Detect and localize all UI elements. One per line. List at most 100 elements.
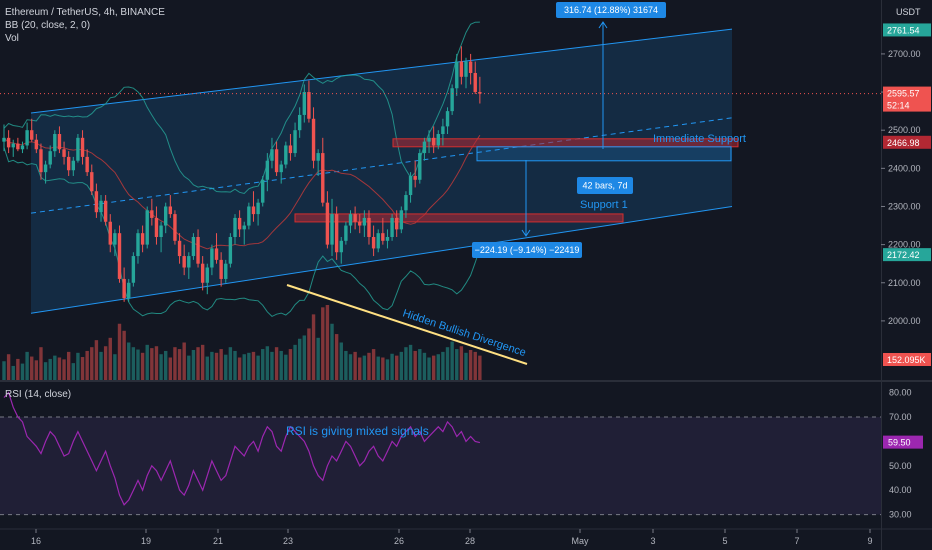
candle-body	[210, 248, 213, 267]
rsi-tick-label: 30.00	[889, 510, 912, 520]
candle-body	[25, 130, 28, 145]
immediate-support-label: Immediate Support	[653, 133, 746, 145]
volume-bar	[2, 361, 5, 380]
candle-body	[81, 138, 84, 157]
candle-body	[49, 151, 52, 164]
price-tick-label: 2100.00	[888, 278, 921, 288]
candle-body	[275, 149, 278, 172]
candle-body	[432, 138, 435, 146]
bb-title: BB (20, close, 2, 0)	[5, 20, 90, 31]
volume-bar	[12, 366, 15, 380]
volume-bar	[164, 351, 167, 380]
volume-bar	[289, 349, 292, 380]
volume-bar	[252, 352, 255, 380]
candle-body	[316, 153, 319, 161]
candle-body	[219, 260, 222, 279]
time-tick-label: 16	[31, 536, 41, 546]
candle-body	[39, 149, 42, 172]
volume-bar	[353, 352, 356, 380]
candle-body	[344, 226, 347, 241]
volume-bar	[363, 356, 366, 380]
volume-bar	[169, 358, 172, 381]
candle-body	[155, 218, 158, 237]
candle-body	[303, 92, 306, 115]
candle-body	[469, 62, 472, 73]
candle-body	[474, 73, 477, 92]
candle-body	[330, 214, 333, 245]
candle-body	[464, 62, 467, 77]
time-tick-label: 23	[283, 536, 293, 546]
price-tag-text: 2466.98	[887, 138, 920, 148]
volume-bar	[437, 354, 440, 380]
time-tick-label: 5	[722, 536, 727, 546]
volume-bar	[99, 352, 102, 380]
volume-bar	[298, 339, 301, 380]
candle-body	[44, 165, 47, 173]
candle-body	[418, 153, 421, 180]
candle-body	[256, 203, 259, 214]
volume-bar	[293, 345, 296, 380]
candle-body	[196, 237, 199, 264]
volume-bar	[460, 346, 463, 380]
volume-bar	[349, 354, 352, 380]
volume-bar	[344, 351, 347, 380]
candle-body	[72, 161, 75, 171]
candle-body	[132, 256, 135, 283]
volume-bar	[340, 343, 343, 381]
candle-body	[12, 144, 15, 148]
candle-body	[67, 157, 70, 170]
volume-bar	[307, 328, 310, 380]
candle-body	[169, 206, 172, 214]
volume-bar	[469, 350, 472, 380]
volume-bar	[275, 347, 278, 380]
volume-bar	[316, 338, 319, 380]
volume-bar	[132, 347, 135, 380]
volume-bar	[85, 351, 88, 380]
volume-bar	[377, 357, 380, 380]
candle-body	[284, 145, 287, 164]
candle-body	[58, 134, 61, 149]
candle-body	[127, 283, 130, 298]
time-tick-label: May	[571, 536, 589, 546]
candle-body	[321, 153, 324, 203]
volume-bar	[44, 362, 47, 380]
price-tag-text: 2172.42	[887, 250, 920, 260]
volume-bar	[423, 353, 426, 380]
rsi-title: RSI (14, close)	[5, 389, 71, 400]
volume-bar	[303, 335, 306, 380]
candle-body	[266, 161, 269, 180]
volume-bar	[233, 351, 236, 380]
candle-body	[404, 195, 407, 210]
volume-bar	[30, 357, 33, 380]
rsi-tick-label: 50.00	[889, 461, 912, 471]
price-tick-label: 2500.00	[888, 125, 921, 135]
volume-bar	[62, 359, 65, 380]
candle-body	[206, 268, 209, 283]
volume-bar	[381, 358, 384, 381]
volume-bar	[173, 347, 176, 380]
price-tick-label: 2000.00	[888, 316, 921, 326]
rsi-band-fill	[0, 417, 881, 515]
candle-body	[423, 142, 426, 153]
price-tag-text: 152.095K	[887, 355, 926, 365]
volume-bar	[261, 349, 264, 380]
volume-bar	[229, 347, 232, 380]
volume-bar	[192, 350, 195, 380]
volume-bar	[104, 346, 107, 380]
symbol-title: Ethereum / TetherUS, 4h, BINANCE	[5, 7, 165, 18]
volume-bar	[280, 351, 283, 380]
candle-body	[122, 279, 125, 298]
volume-bar	[432, 356, 435, 380]
volume-bar	[58, 358, 61, 381]
volume-bar	[35, 360, 38, 380]
time-tick-label: 26	[394, 536, 404, 546]
volume-bar	[187, 356, 190, 380]
candle-body	[252, 206, 255, 214]
candle-body	[2, 138, 5, 142]
candle-body	[427, 138, 430, 142]
candle-body	[159, 226, 162, 237]
candle-body	[413, 176, 416, 180]
candle-body	[381, 233, 384, 241]
rsi-tick-label: 80.00	[889, 388, 912, 398]
